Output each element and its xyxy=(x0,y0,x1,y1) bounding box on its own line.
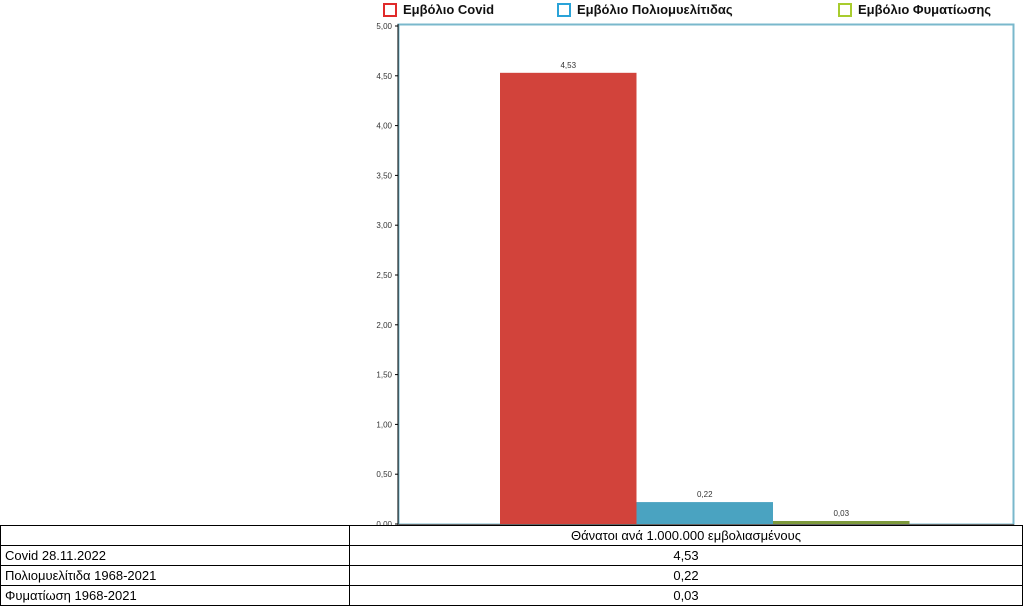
y-tick-label: 5,00 xyxy=(376,22,392,31)
bar-value-label: 0,03 xyxy=(833,509,849,518)
legend-swatch-covid xyxy=(383,2,397,17)
bar-1 xyxy=(636,502,773,524)
legend-swatch-tb xyxy=(838,2,852,17)
bar-chart: 0,00 0,50 1,00 1,50 2,00 2,50 3,00 3,50 4,00 4,50… xyxy=(376,22,1015,526)
legend-label-tb: Εμβόλιο Φυματίωσης xyxy=(858,2,992,17)
table-row-value: 0,03 xyxy=(349,585,1023,606)
table-row: Covid 28.11.2022 4,53 xyxy=(0,545,1023,566)
y-axis-ticks: 0,00 0,50 1,00 1,50 2,00 2,50 3,00 3,50 4,00 4,50… xyxy=(376,22,398,526)
table-row: Φυματίωση 1968-2021 0,03 xyxy=(0,585,1023,606)
y-tick-label: 0,50 xyxy=(376,470,392,479)
table-row-label: Πολιομυελίτιδα 1968-2021 xyxy=(0,565,350,586)
table-header-cell: Θάνατοι ανά 1.000.000 εμβολιασμένους xyxy=(349,525,1023,546)
y-tick-label: 2,00 xyxy=(376,321,392,330)
table-row-value: 4,53 xyxy=(349,545,1023,566)
bar-value-label: 0,22 xyxy=(697,490,713,499)
y-tick-label: 1,00 xyxy=(376,420,392,429)
legend-item-covid: Εμβόλιο Covid xyxy=(383,2,494,17)
plot-area-border xyxy=(397,23,1015,526)
bar-2 xyxy=(773,521,910,524)
y-tick-label: 2,50 xyxy=(376,271,392,280)
y-tick-label: 1,50 xyxy=(376,371,392,380)
legend-item-polio: Εμβόλιο Πολιομυελίτιδας xyxy=(557,2,733,17)
table-row-value: 0,22 xyxy=(349,565,1023,586)
table-row-label: Covid 28.11.2022 xyxy=(0,545,350,566)
bar-value-label: 4,53 xyxy=(560,61,576,70)
table-row: Πολιομυελίτιδα 1968-2021 0,22 xyxy=(0,565,1023,586)
legend-label-covid: Εμβόλιο Covid xyxy=(403,2,495,17)
legend-label-polio: Εμβόλιο Πολιομυελίτιδας xyxy=(577,2,733,17)
y-tick-label: 0,00 xyxy=(376,520,392,526)
table-header-row: Θάνατοι ανά 1.000.000 εμβολιασμένους xyxy=(0,525,1023,546)
bars-group: 4,53 0,22 0,03 xyxy=(500,61,910,524)
y-tick-label: 4,00 xyxy=(376,122,392,131)
bar-0 xyxy=(500,72,637,524)
legend-swatch-polio xyxy=(557,2,571,17)
table-row-label: Φυματίωση 1968-2021 xyxy=(0,585,350,606)
legend-item-tb: Εμβόλιο Φυματίωσης xyxy=(838,2,991,17)
y-tick-label: 4,50 xyxy=(376,72,392,81)
y-tick-label: 3,00 xyxy=(376,221,392,230)
table-header-empty-cell xyxy=(0,525,350,546)
y-tick-label: 3,50 xyxy=(376,171,392,180)
data-table: Θάνατοι ανά 1.000.000 εμβολιασμένους Cov… xyxy=(0,525,1023,606)
